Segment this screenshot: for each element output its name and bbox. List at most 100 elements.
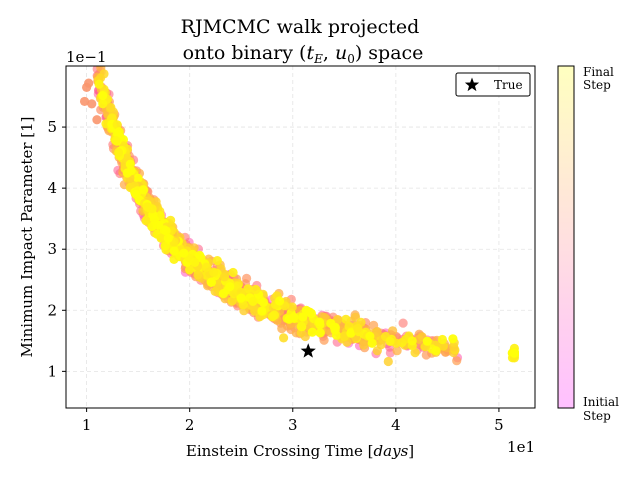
scatter-point: [111, 136, 121, 146]
scatter-point: [190, 257, 200, 267]
scatter-point: [92, 115, 102, 125]
scatter-point: [163, 233, 173, 243]
scatter-point: [372, 346, 382, 356]
y-axis-ticks: 1 2 3 4 5: [47, 118, 66, 380]
scatter-point: [421, 350, 431, 360]
x-tick-label: 4: [391, 416, 401, 434]
legend-box: [455, 72, 531, 97]
scatter-point: [341, 314, 351, 324]
scatter-point: [193, 270, 203, 280]
y-tick-label: 2: [47, 301, 57, 319]
scatter-point: [219, 272, 230, 282]
scatter-point: [353, 323, 363, 333]
scatter-point: [160, 241, 170, 251]
scatter-point: [257, 306, 267, 316]
chart-title-line-2: onto binary (tE, u0) space: [183, 42, 424, 66]
scatter-point: [107, 113, 117, 123]
scatter-point: [300, 331, 310, 342]
y-axis-label: Minimum Impact Parameter [1]: [18, 116, 36, 357]
colorbar-bottom-label-1: Initial: [583, 395, 619, 409]
x-multiplier-label: 1e1: [507, 438, 535, 456]
legend: True: [455, 72, 531, 97]
scatter-point: [82, 82, 92, 92]
true-point-marker: [300, 343, 316, 358]
scatter-point: [227, 296, 237, 306]
scatter-point: [202, 262, 212, 272]
scatter-point: [210, 286, 220, 296]
y-tick-label: 3: [47, 240, 57, 258]
scatter-point: [398, 318, 408, 328]
scatter-point: [452, 356, 462, 366]
y-tick-label: 1: [47, 362, 57, 380]
scatter-point: [131, 189, 141, 200]
scatter-point: [218, 289, 228, 299]
x-tick-label: 5: [494, 416, 504, 434]
scatter-point: [385, 336, 395, 346]
y-tick-label: 5: [47, 118, 57, 136]
scatter-point: [156, 233, 166, 243]
scatter-point: [106, 102, 116, 113]
scatter-point: [267, 311, 278, 322]
scatter-point: [410, 348, 420, 358]
scatter-point: [298, 312, 308, 322]
scatter-point: [185, 265, 195, 275]
y-tick-label: 4: [47, 179, 57, 197]
scatter-point: [139, 185, 149, 195]
scatter-point: [407, 336, 417, 346]
scatter-point: [383, 356, 393, 367]
scatter-point: [87, 99, 97, 109]
scatter-point: [151, 197, 161, 207]
scatter-point: [114, 147, 124, 158]
scatter-point: [248, 296, 258, 306]
colorbar: Final Step Initial Step: [557, 65, 619, 423]
scatter-point: [392, 346, 402, 356]
scatter-point: [422, 336, 432, 346]
scatter-point: [98, 91, 108, 101]
scatter-point: [209, 267, 219, 277]
scatter-point: [236, 293, 246, 303]
scatter-point: [243, 284, 253, 294]
scatter-point: [112, 129, 123, 139]
scatter-point: [161, 226, 171, 236]
scatter-point: [346, 328, 356, 338]
colorbar-gradient: [557, 65, 575, 409]
x-tick-label: 3: [288, 416, 298, 434]
scatter-point: [79, 96, 90, 107]
scatter-point: [154, 220, 164, 230]
scatter-point: [365, 331, 375, 341]
colorbar-top-label-2: Step: [583, 78, 611, 92]
x-tick-label: 2: [185, 416, 195, 434]
scatter-point: [147, 221, 157, 232]
colorbar-top-label-1: Final: [583, 65, 614, 79]
scatter-point: [125, 159, 135, 169]
scatter-point: [307, 327, 317, 337]
scatter-point: [141, 216, 151, 226]
y-multiplier-label: 1e−1: [66, 48, 107, 66]
colorbar-bottom-label-2: Step: [583, 409, 611, 423]
scatter-point: [98, 99, 108, 109]
scatter-point: [275, 296, 285, 306]
scatter-point: [431, 346, 441, 356]
plot-frame: [65, 65, 536, 409]
scatter-point: [326, 318, 336, 328]
scatter-point: [112, 120, 122, 130]
scatter-point: [437, 334, 447, 345]
scatter-point: [296, 321, 306, 331]
scatter-point: [212, 256, 222, 266]
scatter-points: [79, 66, 519, 367]
x-axis-ticks: 1 2 3 4 5: [82, 408, 504, 434]
scatter-point: [228, 267, 238, 278]
scatter-point: [147, 204, 157, 214]
scatter-point: [277, 324, 287, 334]
scatter-point: [330, 325, 340, 335]
scatter-point: [94, 79, 104, 89]
chart-title-line-1: RJMCMC walk projected: [181, 16, 420, 38]
scatter-point: [279, 333, 289, 343]
scatter-point: [314, 317, 325, 327]
scatter-point: [229, 289, 239, 299]
scatter-point: [179, 248, 189, 258]
scatter-point: [133, 173, 143, 183]
scatter-point: [258, 297, 269, 307]
